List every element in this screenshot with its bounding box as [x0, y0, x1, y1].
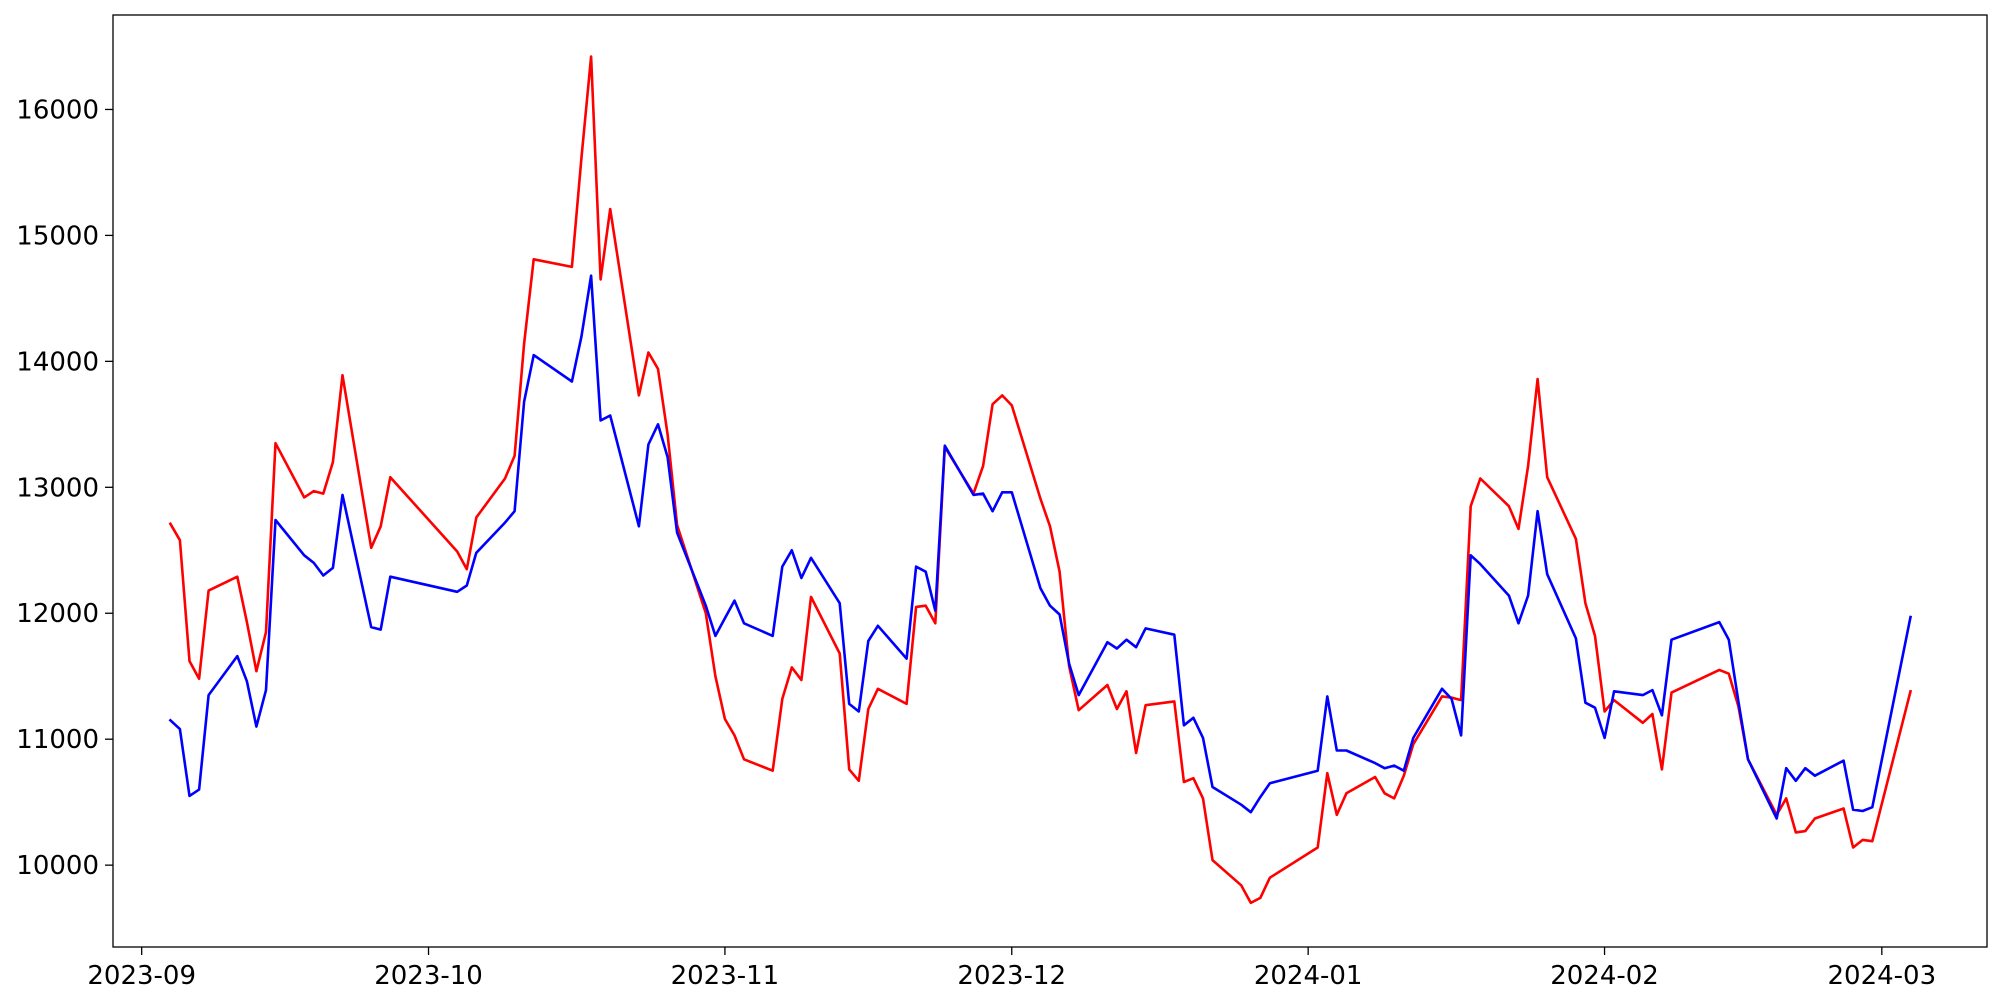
series-line-1 — [168, 55, 1913, 905]
y-tick-label: 12000 — [16, 599, 99, 629]
x-tick-label: 2023-12 — [957, 961, 1066, 991]
x-tick-label: 2023-09 — [87, 961, 196, 991]
x-tick-label: 2023-10 — [374, 961, 483, 991]
y-tick-label: 16000 — [16, 95, 99, 125]
x-tick-label: 2023-11 — [671, 961, 780, 991]
series-line-2 — [168, 274, 1913, 820]
y-tick-label: 13000 — [16, 473, 99, 503]
x-tick-label: 2024-01 — [1254, 961, 1363, 991]
y-tick-label: 10000 — [16, 851, 99, 881]
y-tick-label: 14000 — [16, 347, 99, 377]
x-tick-label: 2024-02 — [1550, 961, 1659, 991]
y-tick-label: 11000 — [16, 725, 99, 755]
y-axis: 10000 11000 12000 13000 14000 15000 16000 — [16, 95, 113, 881]
x-tick-label: 2024-03 — [1828, 961, 1937, 991]
x-axis: 2023-09 2023-10 2023-11 2023-12 2024-01 2024-… — [87, 947, 1936, 991]
y-tick-label: 15000 — [16, 221, 99, 251]
series-layer — [168, 55, 1913, 905]
plot-frame — [112, 14, 1988, 948]
